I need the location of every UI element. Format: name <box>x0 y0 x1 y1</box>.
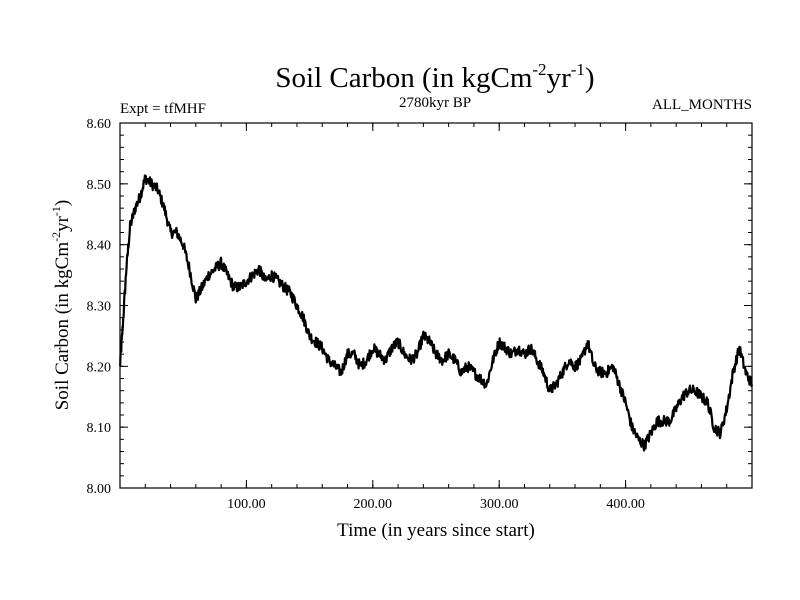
x-tick-label: 300.00 <box>480 497 519 512</box>
y-tick-label: 8.00 <box>87 482 112 497</box>
x-axis: 100.00 200.00 300.00 400.00 <box>144 123 728 512</box>
chart-title: Soil Carbon (in kgCm-2yr-1) <box>275 60 594 94</box>
x-axis-label: Time (in years since start) <box>337 520 535 541</box>
x-tick-label: 100.00 <box>227 497 266 512</box>
y-tick-label: 8.20 <box>87 360 112 375</box>
y-tick-label: 8.50 <box>87 178 112 193</box>
y-tick-label: 8.10 <box>87 421 112 436</box>
x-tick-label: 400.00 <box>606 497 645 512</box>
y-tick-label: 8.40 <box>87 239 112 254</box>
time-period-label: 2780kyr BP <box>399 95 471 111</box>
y-axis: 8.00 8.10 8.20 8.30 8.40 8.50 8.60 <box>87 117 752 497</box>
y-tick-label: 8.30 <box>87 300 112 315</box>
y-axis-label: Soil Carbon (in kgCm-2yr-1) <box>49 200 73 411</box>
months-label: ALL_MONTHS <box>652 97 752 113</box>
x-tick-label: 200.00 <box>354 497 393 512</box>
y-tick-label: 8.60 <box>87 117 112 132</box>
experiment-label: Expt = tfMHF <box>120 101 206 117</box>
series-line-soil-carbon <box>118 174 754 452</box>
